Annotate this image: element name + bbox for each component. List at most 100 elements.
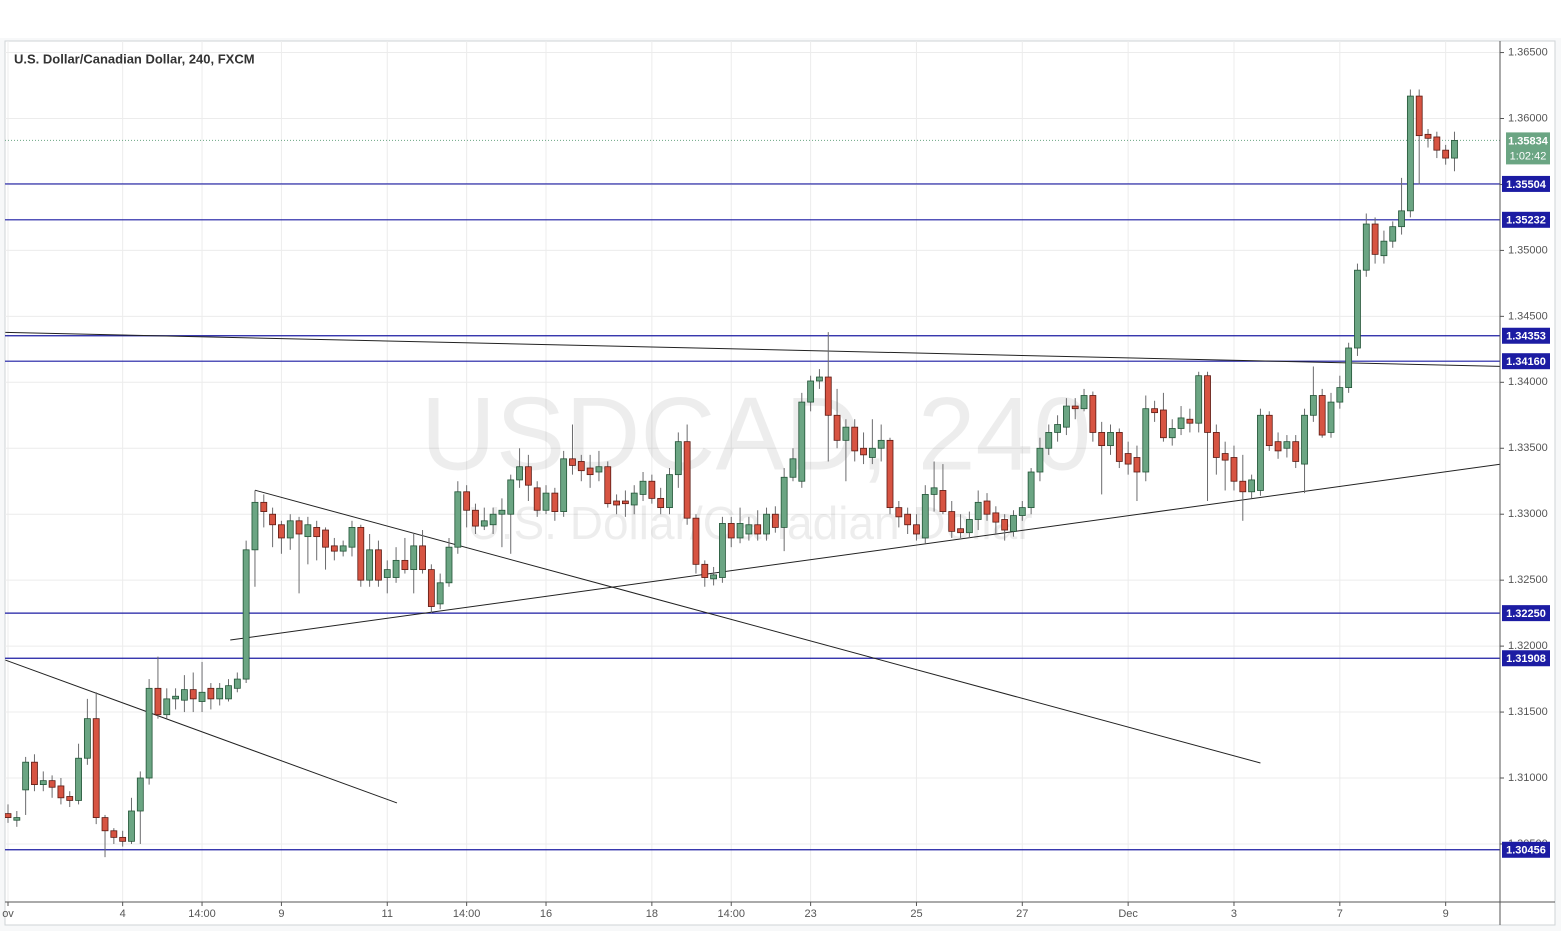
candle-body	[154, 687, 162, 716]
y-tick-label: 1.34500	[1508, 310, 1548, 322]
candle-body	[1080, 395, 1088, 410]
y-tick-label: 1.31000	[1508, 772, 1548, 784]
candle-body	[595, 466, 603, 473]
candle-body	[736, 523, 744, 539]
candle-body	[754, 524, 762, 535]
candle-body	[83, 718, 91, 759]
candle-body	[701, 563, 709, 578]
x-tick-label: 14:00	[453, 908, 481, 920]
candle-body	[180, 689, 188, 701]
candle-body	[330, 545, 338, 552]
y-tick-label: 1.32000	[1508, 640, 1548, 652]
candle-body	[957, 528, 964, 534]
x-tick-label: 7	[1337, 908, 1343, 920]
candle-body	[454, 491, 462, 548]
candle-body	[1063, 405, 1070, 428]
candle-body	[269, 513, 277, 526]
candle-body	[75, 757, 82, 801]
candle-body	[1406, 95, 1414, 212]
candle-body	[533, 487, 541, 511]
candle-body	[930, 487, 938, 495]
y-tick-label: 1.34000	[1508, 376, 1548, 388]
candle-body	[569, 458, 576, 466]
level-badge	[1502, 841, 1550, 858]
candle-body	[1345, 347, 1353, 388]
y-tick-label: 1.35000	[1508, 244, 1548, 256]
candle-body	[842, 426, 850, 441]
candle-body	[1071, 405, 1079, 410]
trend-line	[230, 463, 1500, 641]
candle-body	[1301, 414, 1308, 465]
level-badge	[1502, 175, 1550, 192]
candle-body	[1442, 149, 1450, 159]
candle-body	[877, 439, 885, 449]
candle-body	[436, 582, 444, 605]
candle-body	[1451, 139, 1458, 159]
candle-body	[630, 492, 638, 506]
candle-body	[1257, 414, 1264, 491]
candle-body	[648, 480, 656, 499]
candle-body	[745, 524, 753, 535]
candle-body	[974, 501, 982, 520]
candle-body	[66, 796, 74, 801]
candle-body	[692, 517, 700, 565]
candle-body	[992, 512, 1000, 523]
level-badge	[1502, 353, 1550, 370]
candle-body	[904, 513, 912, 526]
x-tick-label: ov	[2, 908, 14, 920]
level-label: 1.35504	[1506, 179, 1547, 191]
candle-body	[119, 836, 127, 842]
chart-title: U.S. Dollar/Canadian Dollar, 240, FXCM	[14, 51, 255, 66]
candle-body	[542, 492, 550, 511]
level-badge	[1502, 605, 1550, 622]
candle-body	[22, 761, 30, 791]
candle-body	[1274, 441, 1282, 452]
candle-body	[895, 507, 903, 518]
candle-body	[1186, 418, 1194, 424]
candle-body	[348, 526, 356, 548]
candle-body	[683, 441, 691, 519]
candle-body	[375, 549, 382, 581]
candle-body	[472, 509, 479, 527]
candle-body	[913, 524, 920, 535]
candle-body	[551, 492, 559, 512]
candle-body	[1036, 447, 1044, 473]
x-tick-label: 9	[278, 908, 284, 920]
candle-body	[1371, 223, 1379, 255]
level-badge	[1502, 327, 1550, 344]
candle-body	[31, 761, 38, 786]
x-tick-label: 14:00	[188, 908, 216, 920]
candle-body	[260, 501, 268, 512]
candle-body	[780, 476, 788, 528]
x-tick-label: 27	[1016, 908, 1028, 920]
candle-body	[313, 526, 321, 538]
candle-body	[868, 447, 876, 458]
candle-body	[860, 447, 867, 456]
candle-body	[507, 479, 515, 515]
candle-body	[1362, 223, 1370, 271]
candle-body	[136, 777, 144, 812]
candle-body	[110, 830, 118, 838]
candle-body	[286, 520, 294, 539]
candle-body	[1318, 395, 1326, 436]
candle-body	[1001, 519, 1009, 531]
top-bar	[0, 0, 1561, 38]
candle-body	[1292, 441, 1300, 462]
candle-body	[965, 519, 973, 534]
countdown-label: 1:02:42	[1510, 150, 1547, 162]
candle-body	[1389, 226, 1397, 242]
candle-body	[1045, 432, 1053, 449]
candle-body	[657, 497, 665, 509]
candle-body	[824, 376, 832, 416]
y-tick-label: 1.33500	[1508, 442, 1548, 454]
candle-body	[480, 520, 488, 527]
candle-body	[586, 467, 594, 476]
last-price-badge	[1506, 132, 1550, 165]
level-badge	[1502, 650, 1550, 667]
candle-body	[1098, 432, 1106, 447]
candle-body	[242, 549, 250, 680]
candle-body	[1133, 457, 1141, 473]
x-tick-label: 4	[120, 908, 126, 920]
candle-body	[613, 500, 620, 506]
